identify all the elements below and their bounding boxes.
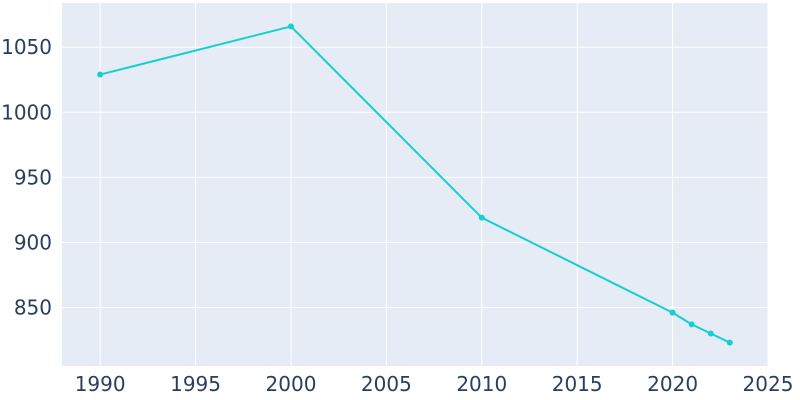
y-tick-label: 900 [14,230,52,254]
x-tick-label: 1990 [75,372,126,396]
data-point[interactable] [688,321,695,328]
y-tick-label: 1000 [1,100,52,124]
plot-area [62,3,768,366]
grid-lines [62,3,769,366]
data-point[interactable] [97,71,104,78]
y-axis-ticks: 850 900 950 1000 1050 [1,35,52,319]
x-tick-label: 1995 [170,372,221,396]
data-point[interactable] [478,214,485,221]
x-tick-label: 2015 [552,372,603,396]
data-points [97,23,733,346]
x-tick-label: 2020 [647,372,698,396]
y-tick-label: 950 [14,165,52,189]
x-tick-label: 2025 [743,372,794,396]
data-point[interactable] [726,339,733,346]
x-tick-label: 2005 [361,372,412,396]
y-tick-label: 1050 [1,35,52,59]
data-point[interactable] [287,23,294,30]
x-axis-ticks: 1990 1995 2000 2005 2010 2015 2020 2025 [75,372,794,396]
x-tick-label: 2000 [266,372,317,396]
data-point[interactable] [669,309,676,316]
data-point[interactable] [707,330,714,337]
y-tick-label: 850 [14,295,52,319]
x-tick-label: 2010 [456,372,507,396]
